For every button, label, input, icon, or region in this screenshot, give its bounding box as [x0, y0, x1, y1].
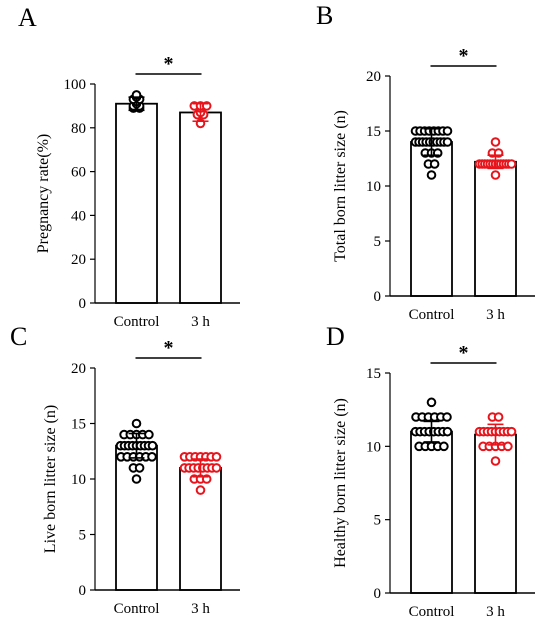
panel-b-y-tick-label: 10 — [366, 179, 381, 195]
panel-b-data-point — [442, 137, 453, 147]
panel-c-significance-star: * — [164, 337, 174, 359]
panel-b-y-axis-title: Total born litter size (n) — [332, 110, 349, 262]
panel-c-y-tick-label: 5 — [79, 528, 87, 544]
panel-b-y-tick-label: 20 — [366, 69, 381, 85]
panel-b-label: B — [316, 1, 333, 30]
panel-a-category-label: Control — [114, 314, 160, 330]
panel-d-data-point — [426, 397, 437, 408]
panel-d-category-label: 3 h — [486, 604, 505, 620]
panel-b-data-point — [426, 170, 437, 180]
panel-c-y-tick-label: 10 — [71, 472, 86, 488]
panel-b-data-point — [506, 159, 517, 169]
panel-b-bar-3h — [474, 160, 517, 297]
panel-d-data-point — [439, 441, 449, 452]
panel-c-category-label: 3 h — [191, 601, 210, 617]
panel-d-data-point — [442, 412, 452, 422]
panel-c-data-point — [147, 440, 158, 451]
panel-c-y-tick-label: 20 — [71, 361, 86, 377]
panel-c-data-point — [211, 452, 222, 462]
panel-c-data-point — [211, 463, 222, 473]
panel-d-data-point — [442, 426, 453, 437]
panel-b-data-point — [490, 137, 501, 147]
panel-c-category-label: Control — [114, 601, 160, 617]
panel-c-label: C — [10, 322, 27, 351]
panel-b-y-tick-label: 0 — [374, 289, 382, 305]
panel-d-data-point — [503, 441, 513, 452]
panel-a-y-axis-title: Pregnancy rate(%) — [35, 134, 52, 254]
panel-c-data-point — [195, 485, 206, 495]
panel-b-y-tick-label: 15 — [366, 124, 381, 140]
panel-b-data-point — [429, 159, 440, 169]
panel-a-y-tick-label: 80 — [71, 121, 86, 137]
panel-d-y-tick-label: 0 — [374, 586, 382, 602]
panel-d-category-label: Control — [409, 604, 455, 620]
panel-b-category-label: 3 h — [486, 307, 505, 323]
panel-b-category-label: Control — [409, 307, 455, 323]
panel-a-label: A — [18, 3, 37, 32]
panel-c-y-tick-label: 15 — [71, 417, 86, 433]
panel-d-data-point — [493, 412, 504, 422]
panel-d-y-tick-label: 5 — [374, 513, 382, 529]
panel-d-label: D — [326, 322, 345, 351]
panel-d-y-tick-label: 15 — [366, 366, 381, 382]
panel-c-data-point — [134, 463, 145, 473]
panel-c-data-point — [131, 474, 142, 484]
panel-d-y-tick-label: 10 — [366, 439, 381, 455]
panel-c-data-point — [131, 418, 142, 429]
panel-b-data-point — [442, 126, 453, 136]
panel-a-y-tick-label: 40 — [71, 208, 86, 224]
panel-b-significance-star: * — [459, 45, 469, 67]
panel-a-bar-control — [115, 102, 158, 304]
panel-a-y-tick-label: 20 — [71, 252, 86, 268]
panel-a-y-tick-label: 0 — [79, 296, 87, 312]
panel-c-y-axis-title: Live born litter size (n) — [42, 405, 59, 553]
panel-d-bar-control — [410, 430, 453, 594]
panel-a-y-tick-label: 100 — [64, 77, 87, 93]
panel-d-data-point — [506, 426, 517, 437]
panel-a-significance-star: * — [164, 53, 174, 75]
panel-a-bar-3h — [179, 111, 222, 304]
panel-d-data-point — [490, 456, 501, 466]
panel-b-y-tick-label: 5 — [374, 234, 382, 250]
panel-a-category-label: 3 h — [191, 314, 210, 330]
panel-c-data-point — [147, 452, 157, 462]
panel-c-y-tick-label: 0 — [79, 583, 87, 599]
panel-a-y-tick-label: 60 — [71, 165, 86, 181]
panel-d-y-axis-title: Healthy born litter size (n) — [332, 398, 349, 568]
panel-b-data-point — [490, 170, 501, 180]
panel-c-data-point — [144, 429, 154, 440]
panel-d-significance-star: * — [459, 342, 469, 364]
